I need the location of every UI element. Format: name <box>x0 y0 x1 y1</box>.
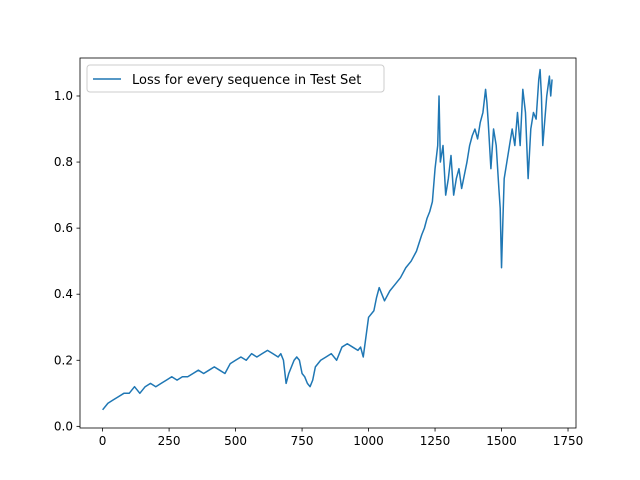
ticks-layer: 0 250 500 750 1000 1250 1500 1750 0.0 0.2 0.4 0.6 0.… <box>54 89 583 448</box>
y-tick-label: 1.0 <box>54 89 73 103</box>
legend-label: Loss for every sequence in Test Set <box>132 73 361 88</box>
y-tick-label: 0.2 <box>54 353 73 367</box>
x-tick-label: 0 <box>99 434 107 448</box>
x-tick-label: 500 <box>224 434 247 448</box>
y-tick-label: 0.0 <box>54 419 73 433</box>
y-tick-label: 0.6 <box>54 221 73 235</box>
x-tick-label: 750 <box>291 434 314 448</box>
x-tick-label: 1250 <box>420 434 451 448</box>
series-layer <box>102 68 553 411</box>
legend: Loss for every sequence in Test Set <box>86 64 385 93</box>
x-tick-label: 1500 <box>486 434 517 448</box>
x-tick-label: 1750 <box>553 434 584 448</box>
y-tick-label: 0.8 <box>54 155 73 169</box>
axes-frame <box>79 57 577 429</box>
axes-layer <box>79 57 577 429</box>
x-tick-label: 250 <box>158 434 181 448</box>
y-tick-label: 0.4 <box>54 287 73 301</box>
plot-area <box>80 58 576 428</box>
legend-box <box>86 64 385 93</box>
series-line-0 <box>102 68 553 411</box>
x-tick-label: 1000 <box>353 434 384 448</box>
